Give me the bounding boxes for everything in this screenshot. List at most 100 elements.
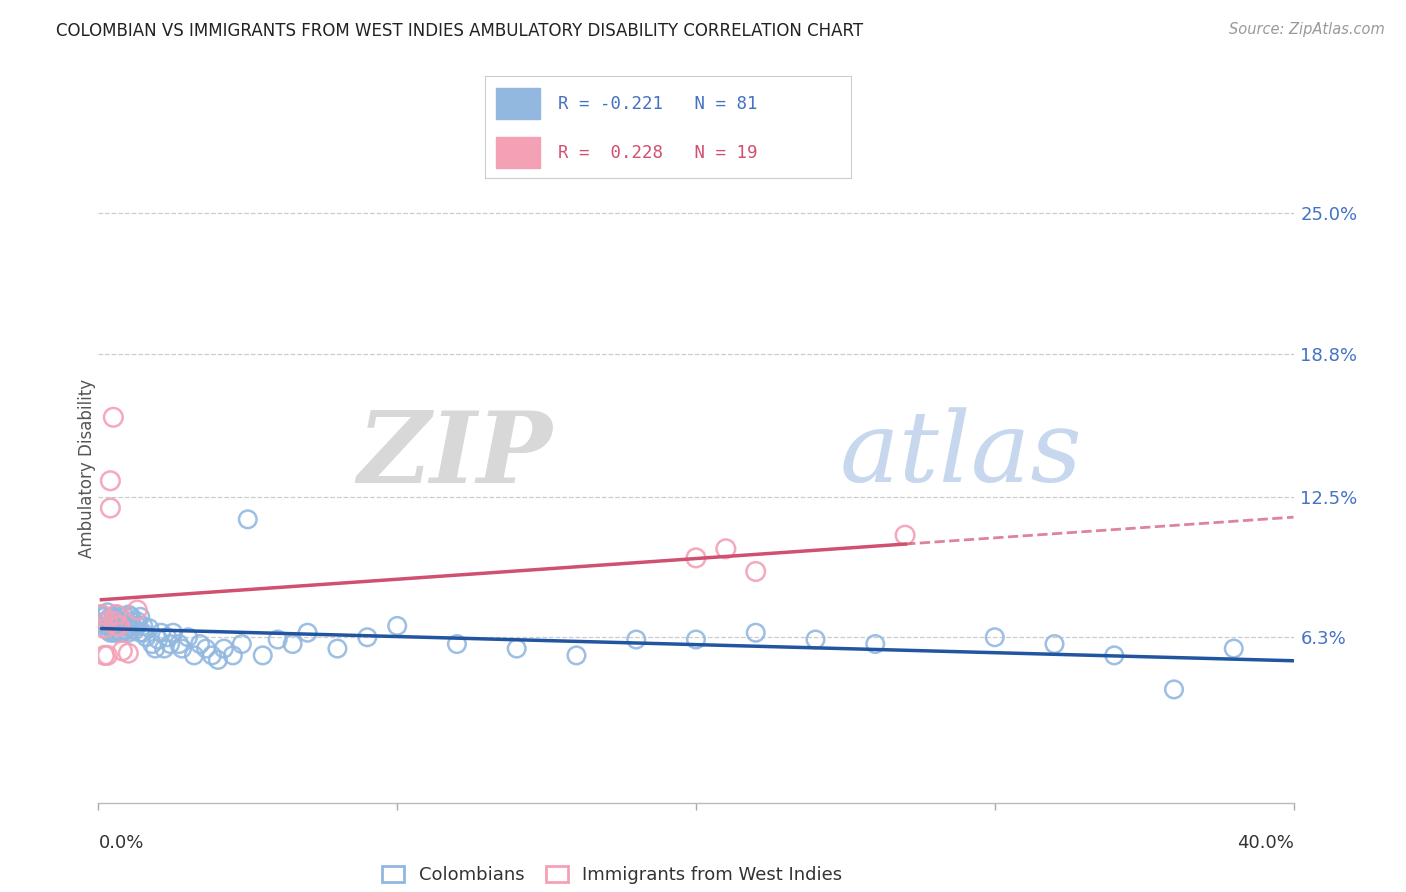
- Point: [100, 610, 122, 624]
- FancyBboxPatch shape: [496, 88, 540, 119]
- Point: [156, 630, 179, 644]
- Point: [236, 512, 259, 526]
- Point: [103, 619, 125, 633]
- Point: [127, 603, 149, 617]
- Point: [120, 615, 142, 629]
- Point: [117, 607, 139, 622]
- Point: [108, 625, 131, 640]
- Point: [984, 630, 1007, 644]
- Point: [103, 625, 125, 640]
- Point: [565, 648, 588, 663]
- Text: ZIP: ZIP: [357, 407, 553, 503]
- Text: R = -0.221   N = 81: R = -0.221 N = 81: [558, 95, 758, 112]
- Text: 0.0%: 0.0%: [98, 834, 143, 852]
- Point: [135, 630, 157, 644]
- Point: [1104, 648, 1126, 663]
- Point: [124, 624, 146, 638]
- Point: [90, 607, 112, 622]
- Point: [105, 612, 128, 626]
- Point: [93, 648, 115, 663]
- Point: [96, 615, 118, 629]
- Point: [167, 637, 190, 651]
- Point: [804, 632, 827, 647]
- Point: [745, 565, 768, 579]
- Point: [745, 625, 768, 640]
- Point: [105, 607, 128, 622]
- Point: [93, 615, 115, 629]
- Point: [120, 610, 142, 624]
- Point: [297, 625, 319, 640]
- Text: atlas: atlas: [839, 408, 1083, 502]
- Point: [177, 630, 200, 644]
- Point: [96, 605, 118, 619]
- Point: [96, 619, 118, 633]
- Text: COLOMBIAN VS IMMIGRANTS FROM WEST INDIES AMBULATORY DISABILITY CORRELATION CHART: COLOMBIAN VS IMMIGRANTS FROM WEST INDIES…: [56, 22, 863, 40]
- FancyBboxPatch shape: [496, 137, 540, 168]
- Point: [685, 632, 707, 647]
- Point: [231, 637, 253, 651]
- Point: [105, 619, 128, 633]
- Point: [117, 625, 139, 640]
- Point: [222, 648, 245, 663]
- Point: [162, 625, 184, 640]
- Point: [117, 646, 139, 660]
- Point: [103, 615, 125, 629]
- Point: [96, 624, 118, 638]
- Point: [96, 648, 118, 663]
- Point: [626, 632, 648, 647]
- Point: [446, 637, 468, 651]
- Point: [108, 619, 131, 633]
- Point: [326, 641, 349, 656]
- Point: [100, 500, 122, 515]
- Point: [865, 637, 887, 651]
- Point: [127, 619, 149, 633]
- Point: [103, 410, 125, 425]
- Point: [143, 641, 166, 656]
- Point: [100, 619, 122, 633]
- Point: [105, 625, 128, 640]
- Point: [385, 619, 409, 633]
- Point: [93, 610, 115, 624]
- Legend: Colombians, Immigrants from West Indies: Colombians, Immigrants from West Indies: [382, 866, 842, 884]
- Point: [195, 641, 218, 656]
- Point: [108, 615, 131, 629]
- Point: [148, 632, 170, 647]
- Point: [1223, 641, 1246, 656]
- Text: 40.0%: 40.0%: [1237, 834, 1294, 852]
- Point: [281, 637, 304, 651]
- Point: [159, 637, 181, 651]
- Point: [114, 610, 136, 624]
- Point: [685, 550, 707, 565]
- Point: [188, 637, 211, 651]
- Point: [153, 641, 176, 656]
- Point: [183, 648, 205, 663]
- Text: Source: ZipAtlas.com: Source: ZipAtlas.com: [1229, 22, 1385, 37]
- Point: [100, 625, 122, 640]
- Point: [111, 619, 134, 633]
- Point: [105, 619, 128, 633]
- Point: [1043, 637, 1066, 651]
- Point: [132, 619, 155, 633]
- Point: [100, 474, 122, 488]
- Point: [252, 648, 274, 663]
- Point: [90, 607, 112, 622]
- Point: [894, 528, 917, 542]
- Point: [93, 621, 115, 635]
- Point: [111, 615, 134, 629]
- Point: [108, 610, 131, 624]
- Point: [150, 625, 173, 640]
- Point: [132, 625, 155, 640]
- Point: [103, 615, 125, 629]
- Text: R =  0.228   N = 19: R = 0.228 N = 19: [558, 144, 758, 161]
- Point: [114, 624, 136, 638]
- Point: [1163, 682, 1185, 697]
- Point: [111, 644, 134, 658]
- Point: [138, 621, 160, 635]
- Point: [96, 615, 118, 629]
- Point: [201, 648, 224, 663]
- Point: [117, 619, 139, 633]
- Point: [172, 641, 194, 656]
- Point: [207, 653, 229, 667]
- Point: [267, 632, 290, 647]
- Point: [141, 637, 163, 651]
